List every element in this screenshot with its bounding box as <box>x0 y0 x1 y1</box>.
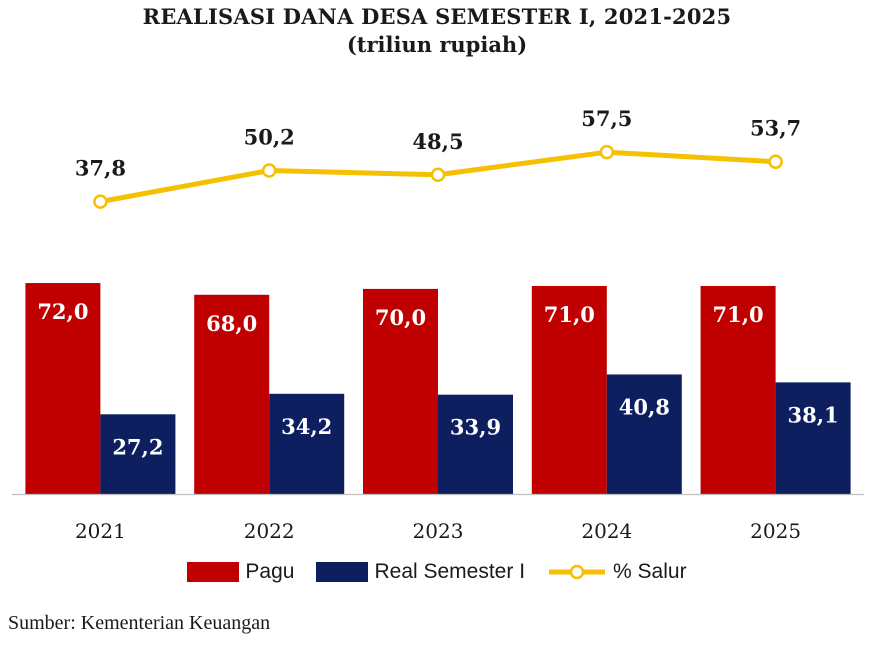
legend-swatch-pagu <box>187 562 240 582</box>
data-label-real-2021: 27,2 <box>112 434 163 459</box>
legend-swatch-salur <box>549 564 606 580</box>
data-label-pagu-2023: 70,0 <box>375 305 426 330</box>
bar-pagu-2024 <box>531 285 607 494</box>
bar-pagu-2021 <box>25 283 101 494</box>
bar-real-2022 <box>269 393 345 494</box>
legend-label-salur: % Salur <box>613 560 687 583</box>
bar-real-2021 <box>100 414 176 494</box>
legend: Pagu Real Semester I % Salur <box>0 560 874 584</box>
x-tick-label-2024: 2024 <box>581 519 632 543</box>
bar-real-2023 <box>438 394 513 494</box>
data-label-real-2022: 34,2 <box>281 414 332 439</box>
data-label-real-2025: 38,1 <box>788 402 839 427</box>
point-salur-2025 <box>768 154 783 169</box>
bar-real-2024 <box>606 374 682 494</box>
legend-label-pagu: Pagu <box>245 560 295 583</box>
data-label-salur-2023: 48,5 <box>412 129 463 154</box>
data-label-salur-2024: 57,5 <box>581 106 632 131</box>
legend-item-pagu: Pagu <box>187 560 294 584</box>
legend-label-real: Real Semester I <box>374 560 526 583</box>
chart-title: REALISASI DANA DESA SEMESTER I, 2021-202… <box>142 4 732 29</box>
legend-item-real: Real Semester I <box>316 560 525 584</box>
bar-pagu-2022 <box>194 294 270 494</box>
chart-subtitle: (triliun rupiah) <box>346 32 528 57</box>
source-note: Sumber: Kementerian Keuangan <box>8 612 271 634</box>
data-label-pagu-2022: 68,0 <box>206 311 257 336</box>
bar-pagu-2023 <box>363 288 438 494</box>
legend-swatch-real <box>316 562 369 582</box>
point-salur-2023 <box>430 167 446 183</box>
data-label-pagu-2024: 71,0 <box>544 302 595 327</box>
data-label-salur-2022: 50,2 <box>244 124 295 149</box>
data-label-real-2024: 40,8 <box>619 394 670 419</box>
point-salur-2022 <box>261 163 277 178</box>
point-salur-2021 <box>93 194 108 209</box>
data-label-pagu-2021: 72,0 <box>37 299 88 324</box>
bar-pagu-2025 <box>700 285 776 494</box>
data-label-pagu-2025: 71,0 <box>713 302 764 327</box>
data-label-salur-2025: 53,7 <box>750 116 801 141</box>
point-salur-2024 <box>599 144 615 160</box>
x-tick-label-2021: 2021 <box>75 519 126 543</box>
legend-item-salur: % Salur <box>547 560 687 584</box>
data-label-real-2023: 33,9 <box>450 415 501 440</box>
chart-area: 72,0 27,2 2021 68,0 34,2 2022 70,0 33,9 2023 71,0… <box>12 106 864 543</box>
x-tick-label-2025: 2025 <box>750 519 801 543</box>
x-tick-label-2023: 2023 <box>413 519 464 543</box>
data-label-salur-2021: 37,8 <box>75 156 126 181</box>
x-tick-label-2022: 2022 <box>244 519 295 543</box>
bar-real-2025 <box>775 382 851 494</box>
